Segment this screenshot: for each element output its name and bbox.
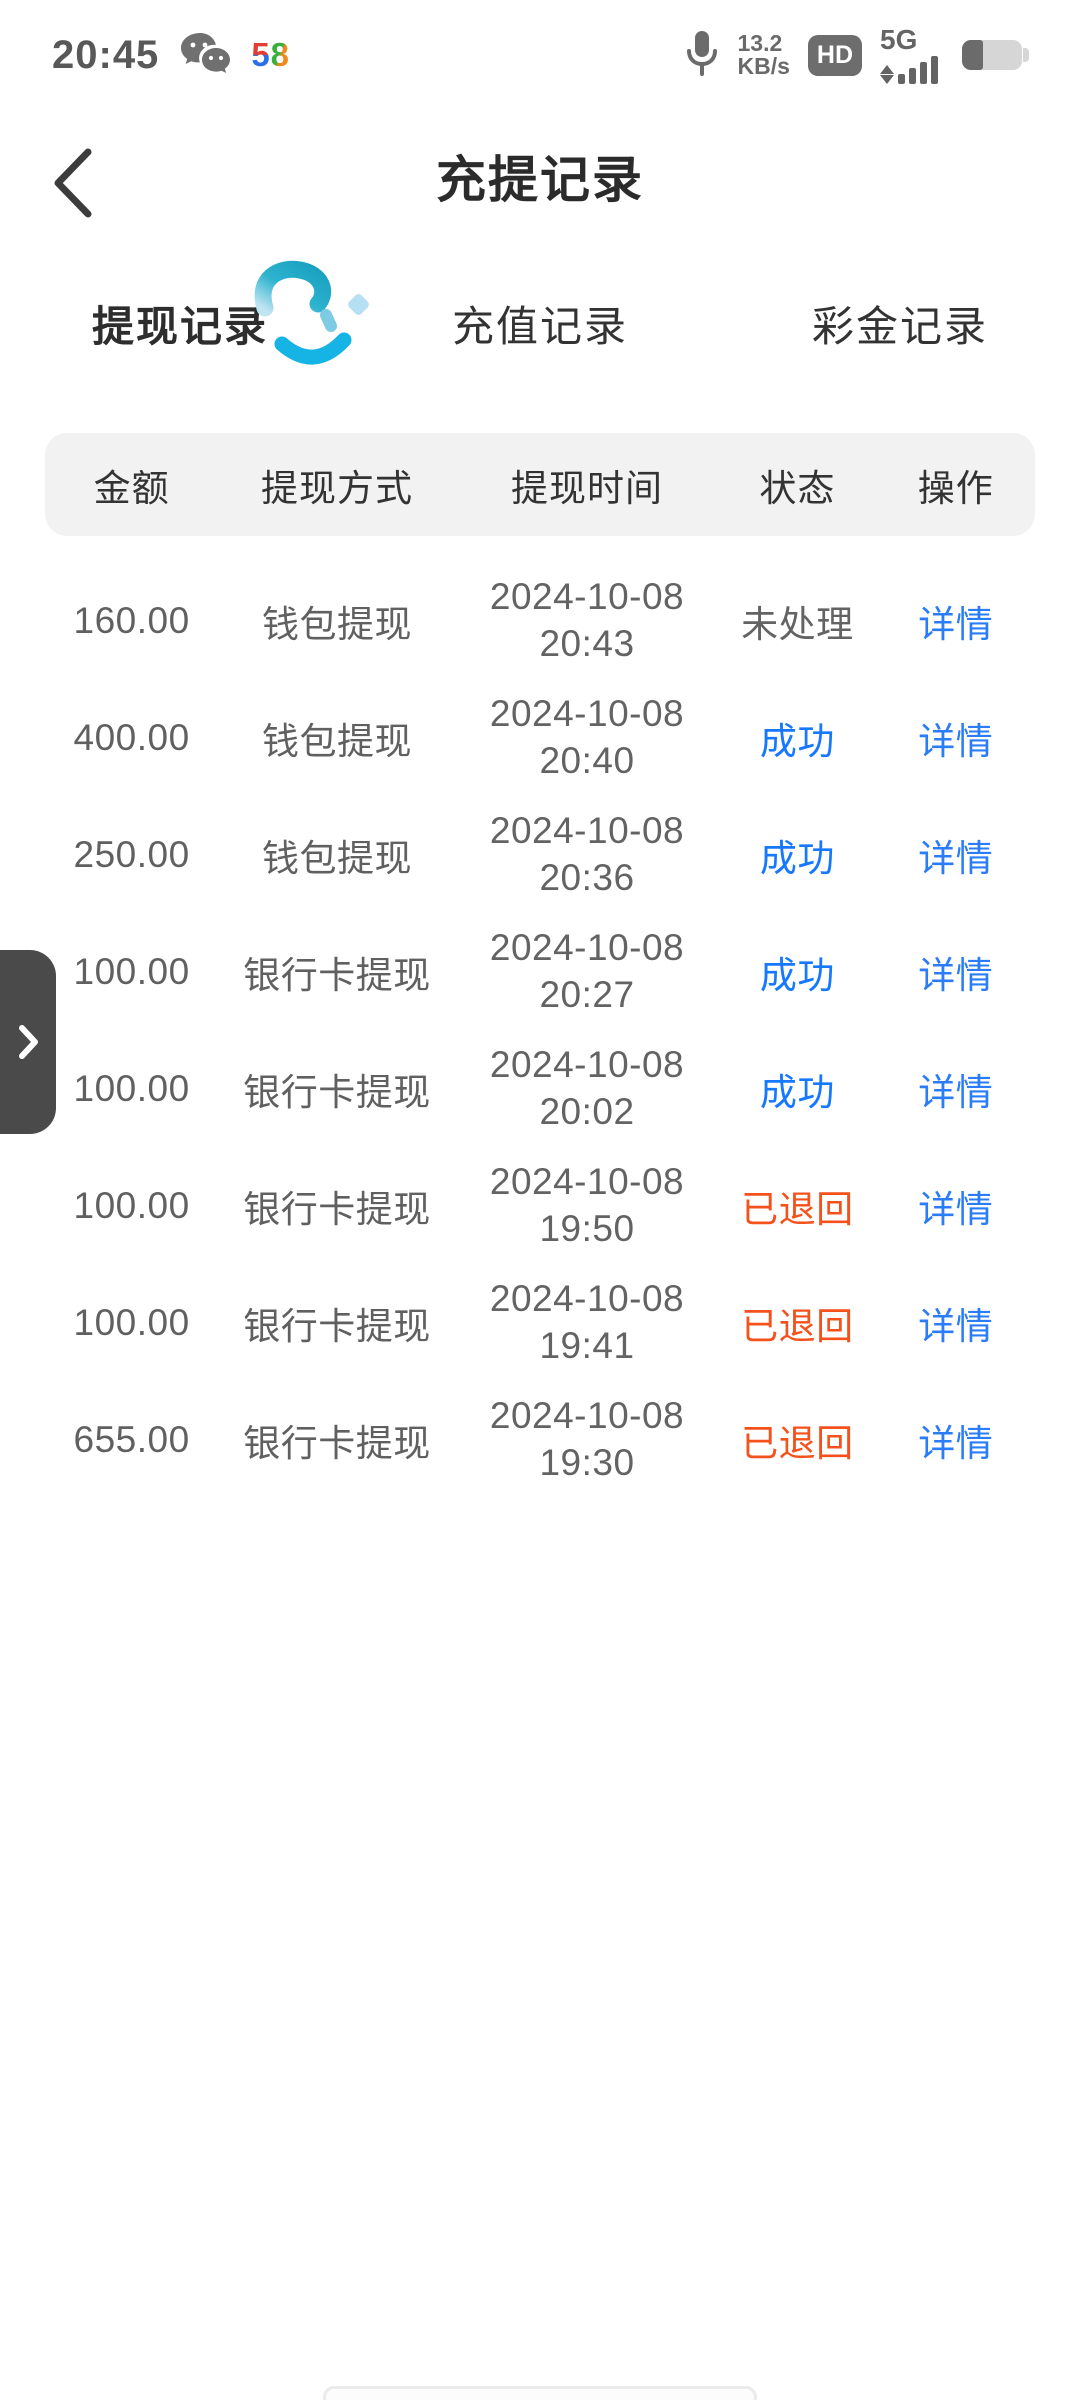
table-row: 250.00 钱包提现 2024-10-08 20:36 成功 详情 xyxy=(45,796,1035,913)
row-datetime: 2024-10-08 19:30 xyxy=(489,1395,685,1483)
row-amount: 100.00 xyxy=(73,1184,190,1226)
row-method: 银行卡提现 xyxy=(243,1305,431,1347)
table-row: 655.00 银行卡提现 2024-10-08 19:30 已退回 详情 xyxy=(45,1381,1035,1498)
clock-time: 20:45 xyxy=(52,32,160,77)
row-status: 成功 xyxy=(759,837,835,879)
chevron-left-icon xyxy=(54,148,92,218)
row-method: 银行卡提现 xyxy=(243,1188,431,1230)
row-detail-link[interactable]: 详情 xyxy=(918,1071,994,1113)
table-row: 100.00 银行卡提现 2024-10-08 20:02 成功 详情 xyxy=(45,1030,1035,1147)
row-detail-link[interactable]: 详情 xyxy=(918,1188,994,1230)
data-arrows-icon xyxy=(880,65,894,84)
wechat-icon xyxy=(179,31,231,80)
cellular-signal: 5G xyxy=(880,26,938,84)
gesture-pill[interactable] xyxy=(323,2386,757,2400)
page-title: 充提记录 xyxy=(436,152,644,208)
row-status: 成功 xyxy=(759,720,835,762)
row-amount: 655.00 xyxy=(73,1418,190,1460)
row-detail-link[interactable]: 详情 xyxy=(918,603,994,645)
table-row: 160.00 钱包提现 2024-10-08 20:43 未处理 详情 xyxy=(45,562,1035,679)
row-datetime: 2024-10-08 20:27 xyxy=(489,927,685,1015)
tab-bonus-records[interactable]: 彩金记录 xyxy=(720,278,1080,368)
tab-label: 彩金记录 xyxy=(811,302,988,350)
row-method: 银行卡提现 xyxy=(243,1071,431,1113)
tab-label: 提现记录 xyxy=(91,302,268,350)
table-header: 金额 提现方式 提现时间 状态 操作 xyxy=(45,433,1035,536)
row-amount: 100.00 xyxy=(73,1067,190,1109)
row-detail-link[interactable]: 详情 xyxy=(918,1305,994,1347)
chevron-right-icon xyxy=(19,1025,38,1059)
table-row: 400.00 钱包提现 2024-10-08 20:40 成功 详情 xyxy=(45,679,1035,796)
row-datetime: 2024-10-08 19:41 xyxy=(489,1278,685,1366)
network-speed: 13.2 KB/s xyxy=(737,29,790,79)
row-method: 银行卡提现 xyxy=(243,1422,431,1464)
table-row: 100.00 银行卡提现 2024-10-08 19:41 已退回 详情 xyxy=(45,1264,1035,1381)
col-status: 状态 xyxy=(759,467,836,509)
row-detail-link[interactable]: 详情 xyxy=(918,720,994,762)
row-datetime: 2024-10-08 19:50 xyxy=(489,1161,685,1249)
row-detail-link[interactable]: 详情 xyxy=(918,1422,994,1464)
tab-bar: 提现记录 充值记录 彩金记录 xyxy=(0,260,1080,368)
battery-icon xyxy=(962,40,1029,70)
row-detail-link[interactable]: 详情 xyxy=(918,954,994,996)
tab-label: 充值记录 xyxy=(451,302,628,350)
tab-deposit-records[interactable]: 充值记录 xyxy=(360,278,720,368)
row-amount: 160.00 xyxy=(73,599,190,641)
row-status: 已退回 xyxy=(741,1422,854,1464)
row-method: 钱包提现 xyxy=(262,720,413,762)
row-datetime: 2024-10-08 20:43 xyxy=(489,576,685,664)
row-amount: 100.00 xyxy=(73,1301,190,1343)
records-list: 160.00 钱包提现 2024-10-08 20:43 未处理 详情 400.0… xyxy=(45,562,1035,1498)
row-datetime: 2024-10-08 20:36 xyxy=(489,810,685,898)
row-status: 已退回 xyxy=(741,1188,854,1230)
side-drawer-handle[interactable] xyxy=(0,950,56,1134)
row-method: 钱包提现 xyxy=(262,837,413,879)
col-method: 提现方式 xyxy=(261,467,414,509)
row-status: 已退回 xyxy=(741,1305,854,1347)
table-row: 100.00 银行卡提现 2024-10-08 19:50 已退回 详情 xyxy=(45,1147,1035,1264)
row-method: 银行卡提现 xyxy=(243,954,431,996)
col-action: 操作 xyxy=(917,467,994,509)
tab-withdraw-records[interactable]: 提现记录 xyxy=(0,260,369,368)
nav-bar: 充提记录 xyxy=(0,100,1080,250)
row-amount: 100.00 xyxy=(73,950,190,992)
row-method: 钱包提现 xyxy=(262,603,413,645)
signal-bars-icon xyxy=(898,56,938,84)
hd-badge: HD xyxy=(807,34,862,76)
row-datetime: 2024-10-08 20:02 xyxy=(489,1044,685,1132)
col-time: 提现时间 xyxy=(511,467,664,509)
row-status: 未处理 xyxy=(741,603,854,645)
row-status: 成功 xyxy=(759,1071,835,1113)
table-row: 100.00 银行卡提现 2024-10-08 20:27 成功 详情 xyxy=(45,913,1035,1030)
row-datetime: 2024-10-08 20:40 xyxy=(489,693,685,781)
row-detail-link[interactable]: 详情 xyxy=(918,837,994,879)
row-amount: 400.00 xyxy=(73,716,190,758)
col-amount: 金额 xyxy=(93,467,170,509)
back-button[interactable] xyxy=(40,138,110,228)
microphone-icon xyxy=(685,29,719,82)
row-status: 成功 xyxy=(759,954,835,996)
row-amount: 250.00 xyxy=(73,833,190,875)
